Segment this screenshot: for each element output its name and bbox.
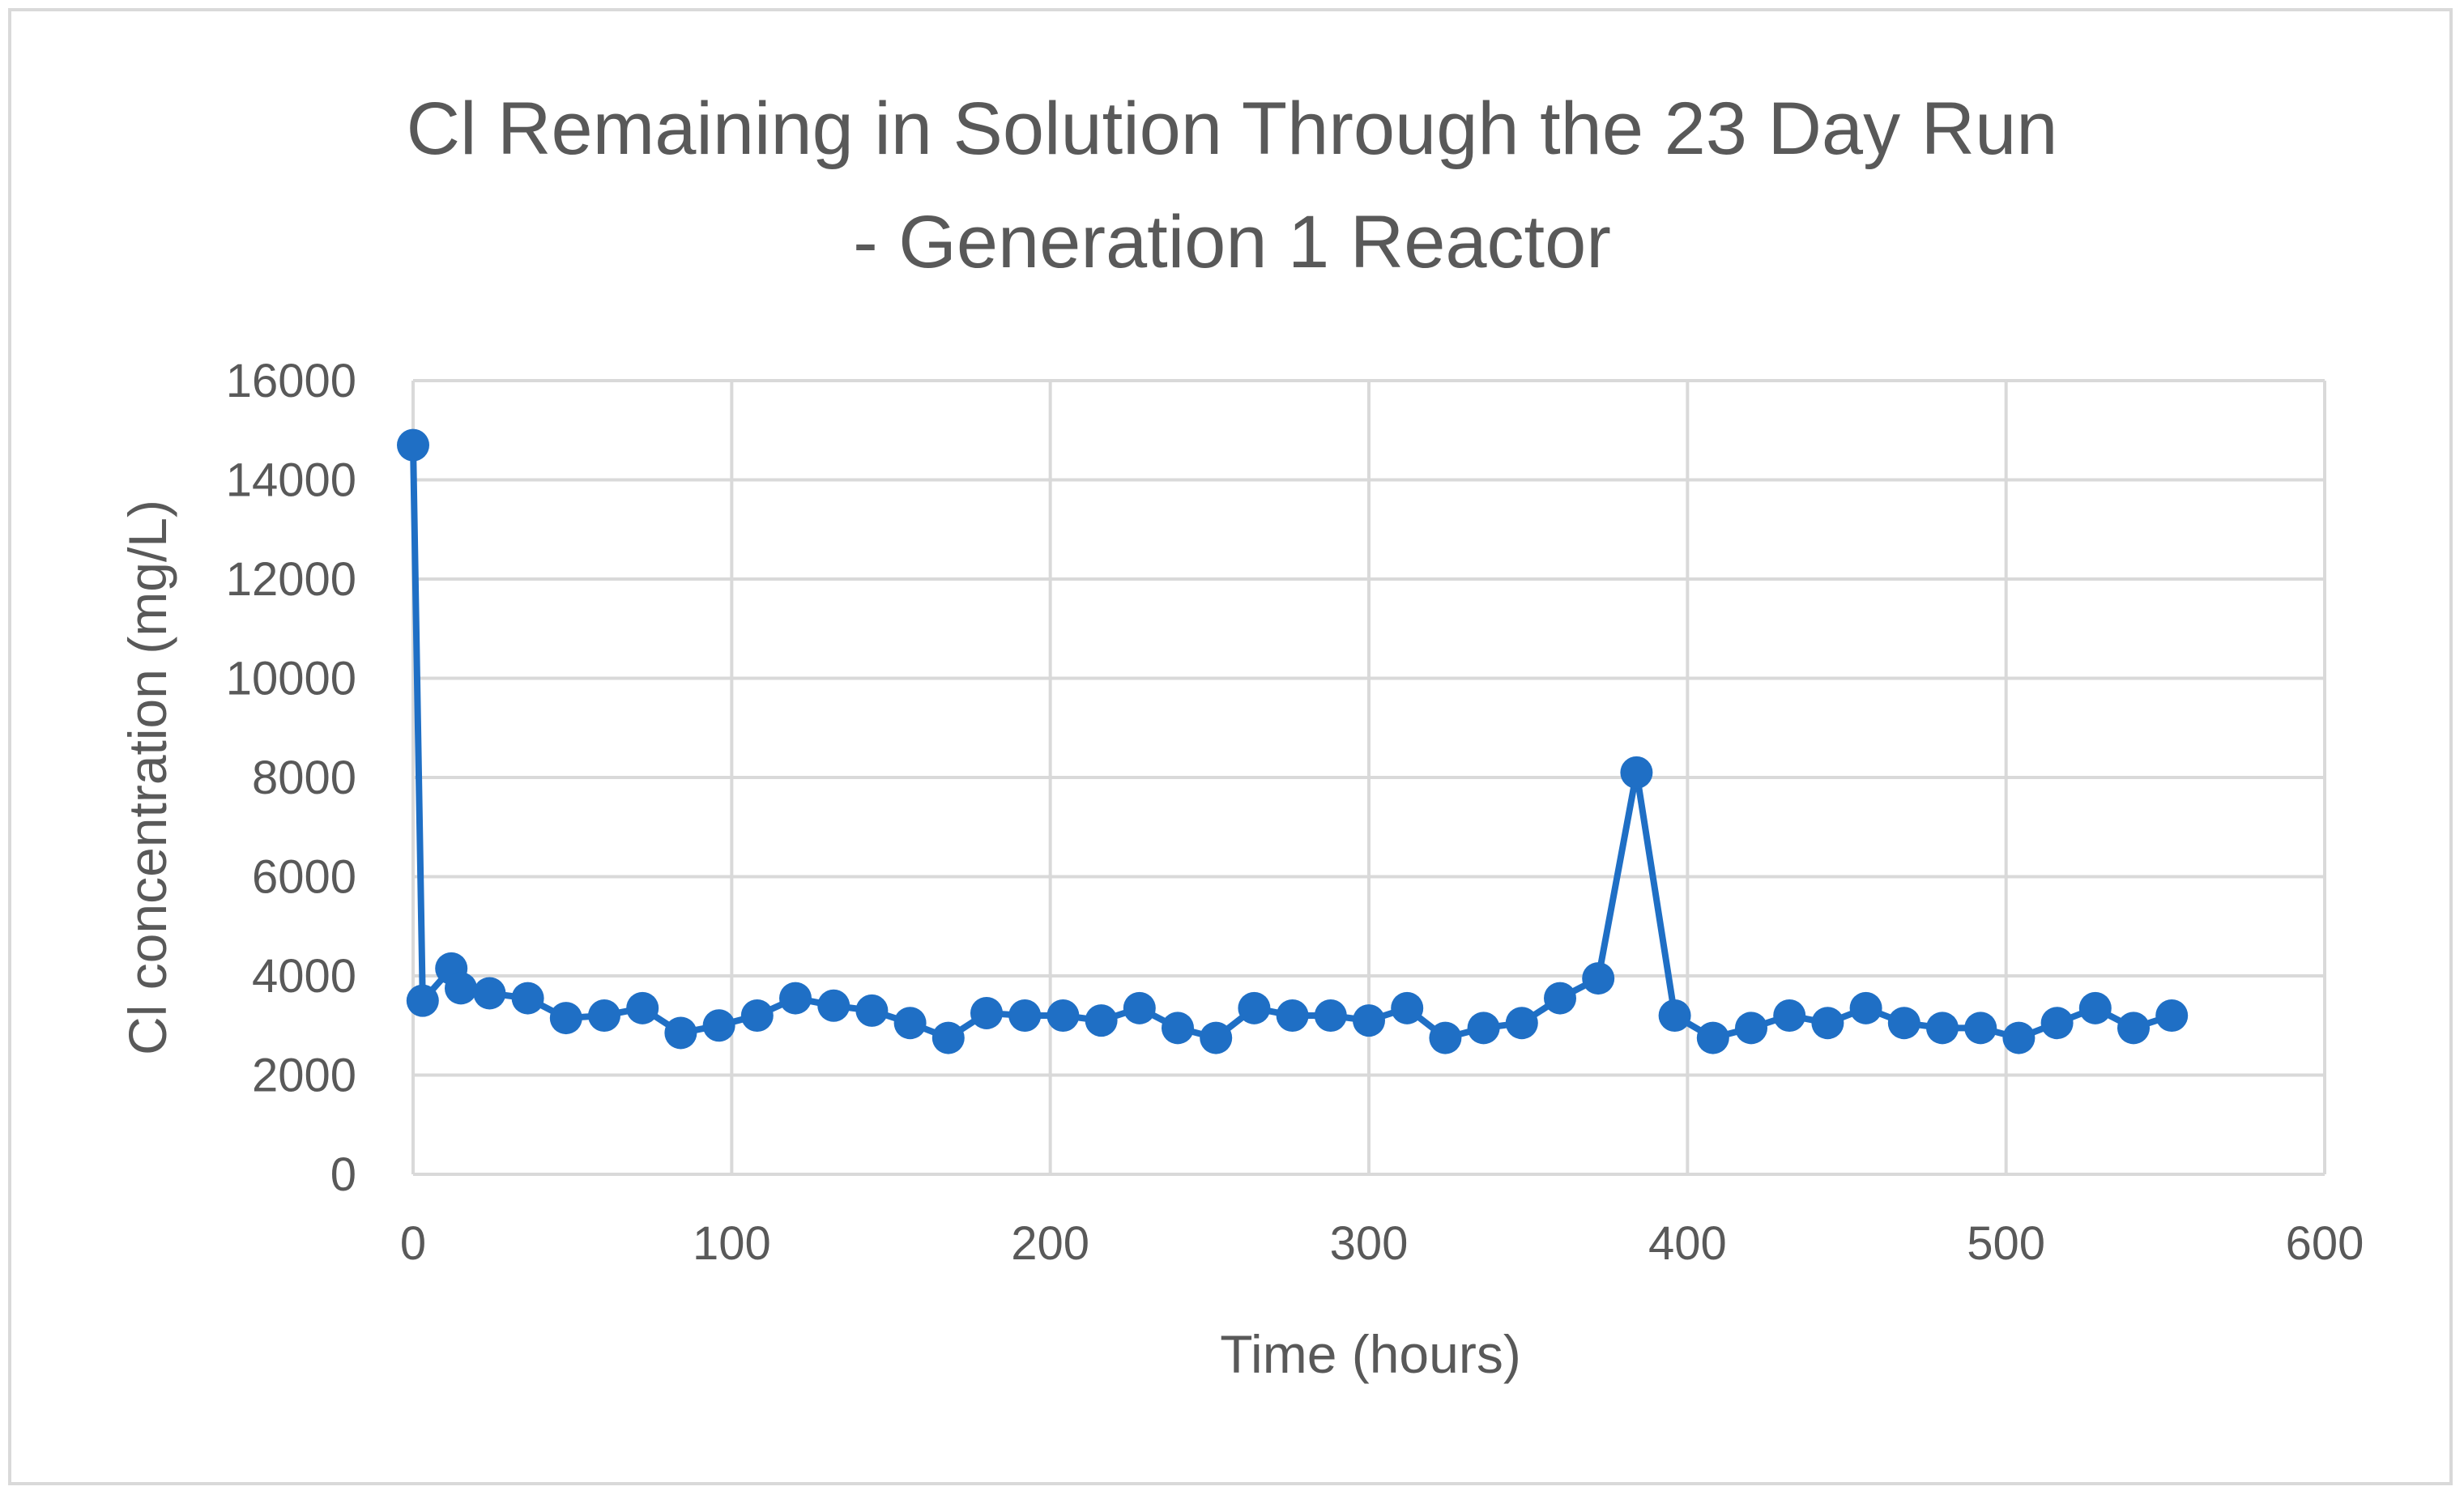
data-point [1238,991,1271,1024]
y-tick-label: 12000 [226,553,356,606]
data-point [1887,1007,1920,1040]
data-point [2117,1012,2150,1045]
x-tick-label: 500 [1967,1217,2045,1270]
data-point [549,1002,582,1035]
x-axis-title: Time (hours) [1220,1324,1521,1384]
x-tick-label: 200 [1011,1217,1089,1270]
x-tick-label: 100 [693,1217,771,1270]
data-point [1047,999,1080,1032]
series [397,428,2189,1054]
data-point [1696,1021,1729,1054]
data-point [931,1021,965,1054]
y-axis-ticks: 0 2000 4000 6000 8000 10000 12000 14000 16000 [226,355,356,1201]
data-point [1085,1004,1118,1037]
chart-title-line-2: - Generation 1 Reactor [853,201,1611,283]
gridlines [411,379,2326,1176]
data-point [1008,999,1042,1032]
data-point [1544,982,1576,1015]
data-point [855,994,889,1027]
data-point [1391,991,1424,1024]
data-point [1658,999,1691,1032]
x-tick-label: 300 [1330,1217,1409,1270]
data-point [702,1009,735,1042]
y-tick-label: 0 [330,1148,356,1201]
data-point [2040,1007,2074,1040]
data-point [1467,1012,1500,1045]
y-tick-label: 2000 [252,1050,356,1102]
data-point [626,991,659,1024]
x-tick-label: 400 [1648,1217,1727,1270]
data-point [970,996,1003,1029]
data-point [1582,962,1615,995]
series-line [410,445,2173,1041]
data-point [1353,1004,1385,1037]
data-point [1505,1007,1538,1040]
data-point [1276,999,1309,1032]
data-point [1200,1021,1233,1054]
data-point [2078,991,2112,1024]
y-axis-title: Cl concentration (mg/L) [117,500,177,1055]
data-point [817,989,850,1022]
data-point [406,984,439,1017]
y-tick-label: 6000 [252,851,356,904]
data-point [588,999,620,1032]
data-point [473,977,506,1010]
data-point [1849,991,1882,1024]
data-point [1314,999,1347,1032]
y-tick-label: 4000 [252,950,356,1003]
data-point [1620,756,1653,789]
data-point [445,972,477,1005]
data-point [740,999,774,1032]
data-point [1811,1007,1844,1040]
data-point [1123,991,1156,1024]
x-tick-label: 600 [2286,1217,2364,1270]
data-point [2155,999,2189,1032]
x-axis-ticks: 0 100 200 300 400 500 600 [400,1217,2364,1270]
y-tick-label: 10000 [226,653,356,705]
data-point [1429,1021,1462,1054]
data-point [1773,999,1806,1032]
data-point [893,1007,927,1040]
data-point [511,982,544,1015]
x-tick-label: 0 [400,1217,426,1270]
y-tick-label: 14000 [226,454,356,507]
data-point [1162,1012,1194,1045]
y-tick-label: 16000 [226,355,356,407]
data-point [779,982,812,1015]
data-point [664,1016,697,1050]
chart-title-line-1: Cl Remaining in Solution Through the 23 … [407,87,2058,170]
data-point [1735,1012,1767,1045]
data-point [1964,1012,1997,1045]
data-point [1926,1012,1959,1045]
data-point [397,428,429,462]
data-point [2002,1021,2036,1054]
y-tick-label: 8000 [252,752,356,804]
